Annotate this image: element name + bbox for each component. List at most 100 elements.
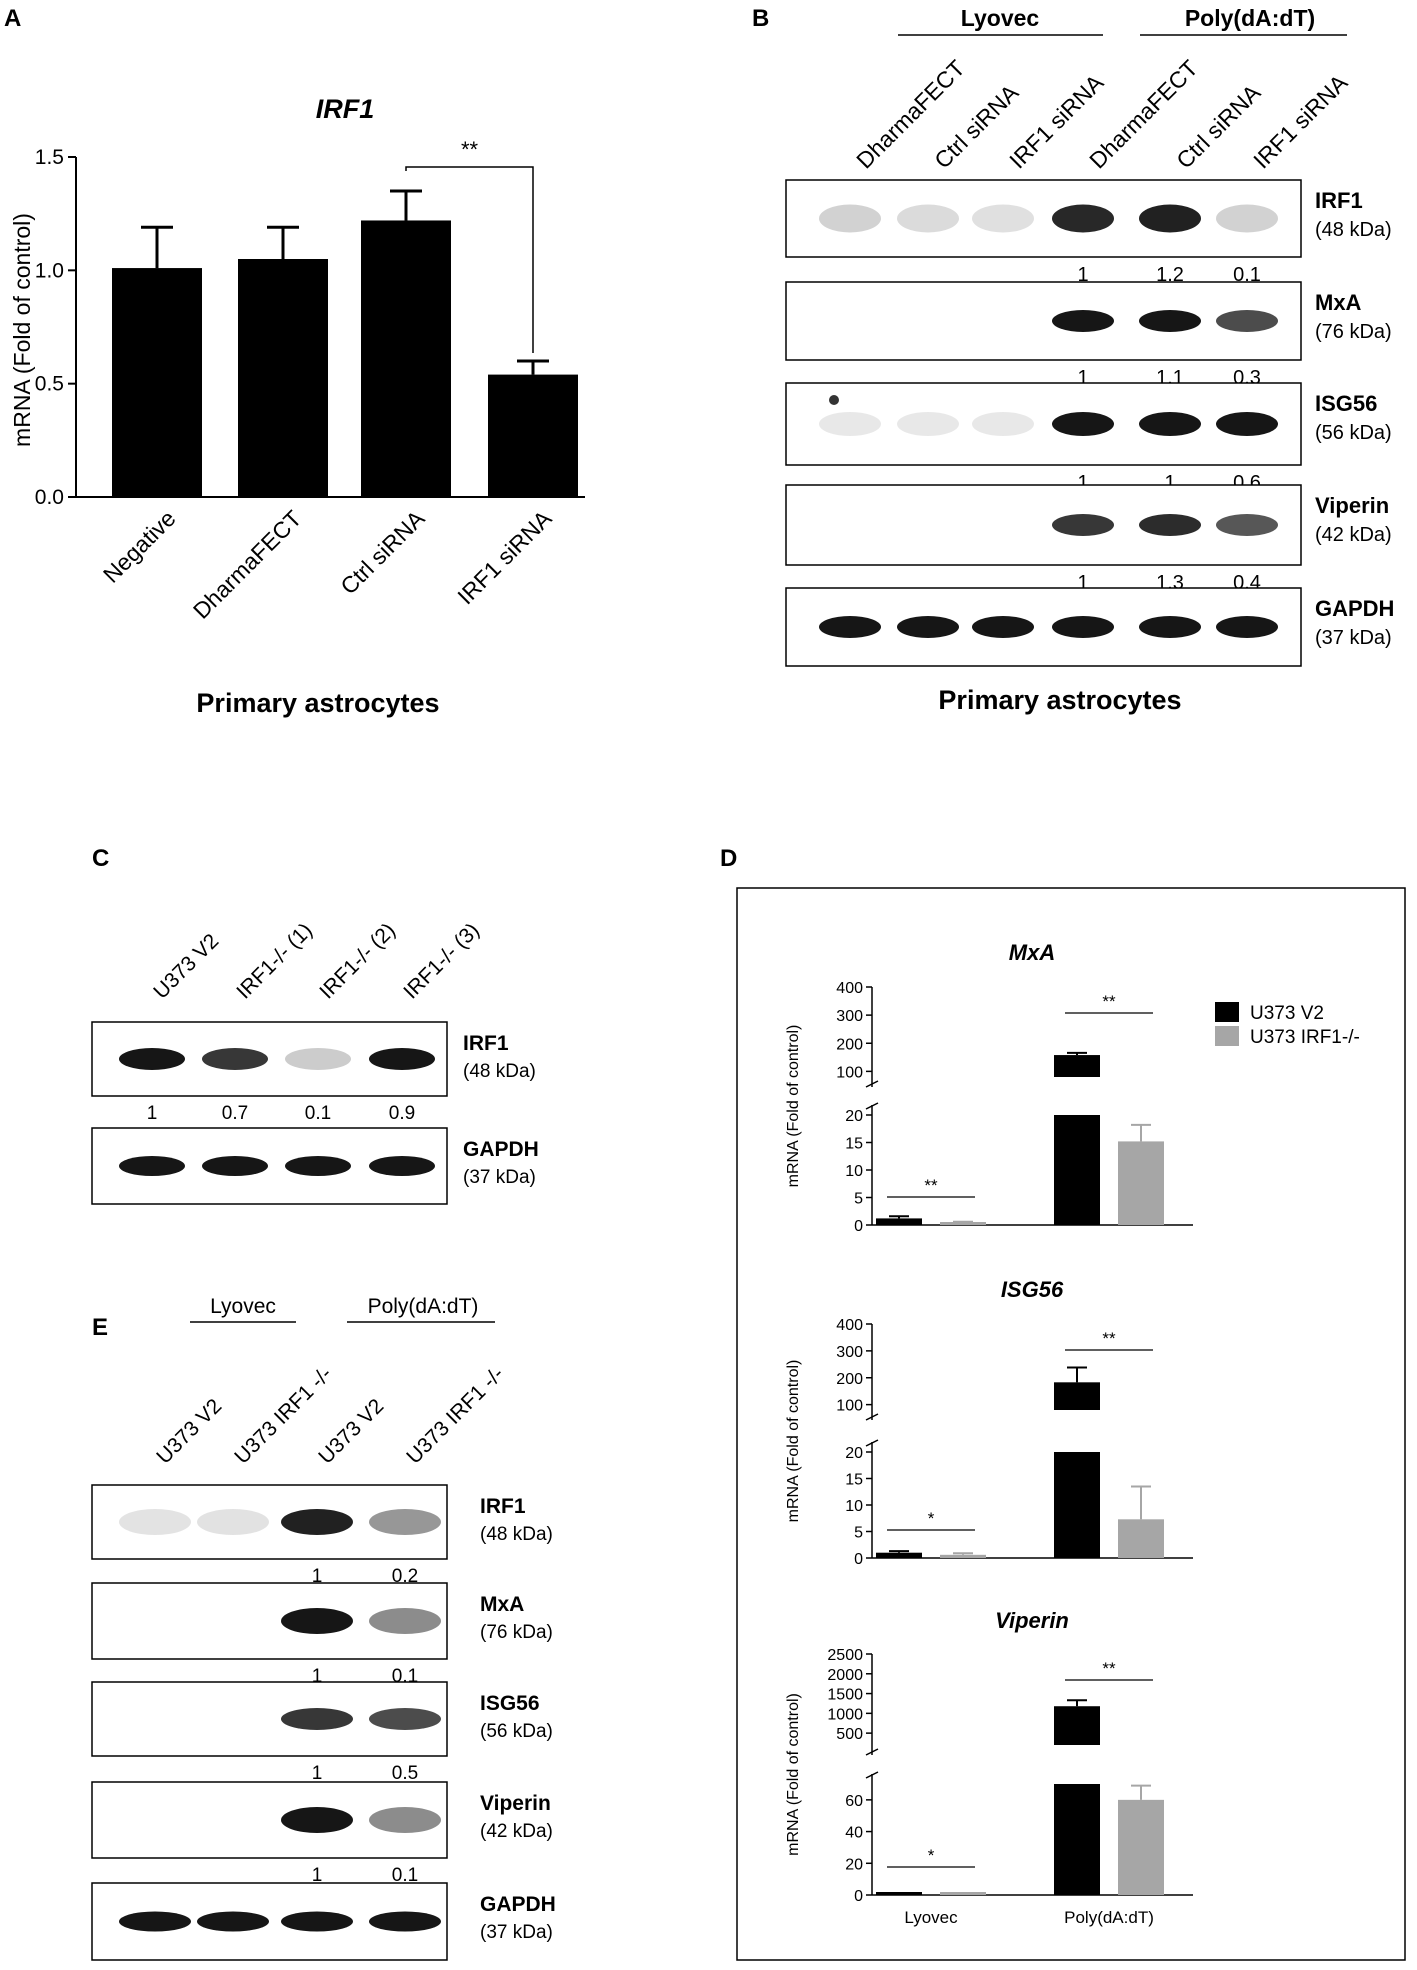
panel-d-significance-label: **	[1102, 1329, 1116, 1348]
blot-quant-value: 1	[1077, 472, 1088, 494]
panel-a-category-label: DharmaFECT	[188, 505, 307, 624]
blot-kda-label: (48 kDa)	[1315, 219, 1392, 241]
blot-band-irf1	[285, 1048, 351, 1070]
blot-band-gapdh	[285, 1156, 351, 1176]
panel-d-subplot-title: Viperin	[995, 1608, 1069, 1633]
panel-b-lane-label: IRF1 siRNA	[1248, 69, 1353, 174]
panel-a-ytick-label: 1.0	[35, 259, 64, 282]
blot-kda-label: (48 kDa)	[480, 1524, 553, 1545]
blot-kda-label: (56 kDa)	[480, 1721, 553, 1742]
blot-band-irf1	[197, 1509, 269, 1535]
blot-quant-value: 1	[312, 1865, 323, 1886]
panel-d-ytick-label: 20	[845, 1108, 863, 1125]
panel-d-bar	[1054, 1784, 1100, 1895]
panel-c-lane-label: IRF1-/- (3)	[399, 919, 484, 1004]
blot-band-gapdh	[197, 1911, 269, 1932]
blot-band-irf1	[369, 1509, 441, 1535]
blot-band-gapdh	[897, 616, 959, 638]
panel-b-caption: Primary astrocytes	[938, 685, 1181, 715]
panel-d-bar	[1054, 1115, 1100, 1225]
panel-a-ytick-label: 0.5	[35, 373, 64, 396]
panel-d-ylabel: mRNA (Fold of control)	[785, 1025, 802, 1188]
blot-band-irf1	[281, 1509, 353, 1535]
panel-d-bar	[1054, 1055, 1100, 1077]
panel-d-ytick-label: 5	[854, 1525, 863, 1542]
panel-c-lane-label: IRF1-/- (1)	[232, 919, 317, 1004]
blot-band-irf1	[369, 1048, 435, 1070]
panel-a-bar	[488, 374, 578, 497]
panel-b-group-label: Poly(dA:dT)	[1185, 5, 1315, 31]
panel-e-western-blot: Lyovec Poly(dA:dT)U373 V2 U373 IRF1 -/-U37…	[91, 1295, 556, 1961]
panel-d-bar	[1118, 1799, 1164, 1895]
blot-kda-label: (42 kDa)	[480, 1821, 553, 1842]
blot-protein-label: GAPDH	[1315, 596, 1394, 621]
blot-kda-label: (76 kDa)	[1315, 321, 1392, 343]
blot-band-isg56	[369, 1708, 441, 1730]
blot-band-gapdh	[369, 1156, 435, 1176]
blot-band-gapdh	[972, 616, 1034, 638]
blot-band-gapdh	[1216, 616, 1278, 638]
panel-d-bar	[1118, 1519, 1164, 1558]
blot-frame-mxa	[785, 281, 1302, 361]
blot-band-isg56	[1052, 412, 1114, 436]
blot-band-irf1	[119, 1509, 191, 1535]
panel-d-ytick-label: 200	[836, 1036, 863, 1053]
blot-band-irf1	[1139, 204, 1201, 233]
panel-d-axis-break-mark	[865, 1748, 879, 1756]
panel-a-bar	[112, 268, 202, 497]
blot-quant-value: 1	[1164, 472, 1175, 494]
blot-quant-value: 0.1	[305, 1103, 331, 1124]
panel-d-significance-label: *	[928, 1509, 935, 1528]
blot-kda-label: (56 kDa)	[1315, 422, 1392, 444]
panel-d-axis-break-mark	[865, 1439, 879, 1447]
blot-protein-label: GAPDH	[480, 1893, 556, 1916]
blot-protein-label: GAPDH	[463, 1138, 539, 1161]
panel-a-category-label: IRF1 siRNA	[452, 505, 557, 610]
panel-a-letter: A	[4, 5, 21, 32]
panel-a-title: IRF1	[316, 94, 375, 124]
blot-protein-label: Viperin	[480, 1792, 551, 1815]
blot-protein-label: MxA	[1315, 290, 1362, 315]
blot-quant-value: 1	[1077, 367, 1088, 389]
panel-e-group-label: Poly(dA:dT)	[368, 1295, 479, 1318]
blot-band-irf1	[972, 204, 1034, 233]
panel-c-letter: C	[92, 845, 109, 872]
panel-d-ytick-label: 200	[836, 1371, 863, 1388]
blot-protein-label: MxA	[480, 1593, 524, 1616]
panel-d-significance-label: **	[1102, 992, 1116, 1011]
panel-a-bar	[238, 259, 328, 497]
panel-d-ytick-label: 10	[845, 1163, 863, 1180]
panel-d-bar	[1054, 1452, 1100, 1558]
blot-band-viperin	[1139, 514, 1201, 536]
panel-e-letter: E	[92, 1314, 108, 1341]
blot-band-isg56	[897, 412, 959, 436]
panel-a-category-label: Ctrl siRNA	[335, 505, 430, 600]
blot-band-mxa	[369, 1608, 441, 1634]
panel-a-category-label: Negative	[98, 505, 181, 588]
panel-d-ytick-label: 0	[854, 1551, 863, 1568]
blot-kda-label: (42 kDa)	[1315, 524, 1392, 546]
panel-a-significance-bracket	[405, 166, 534, 353]
blot-protein-label: Viperin	[1315, 493, 1389, 518]
blot-kda-label: (37 kDa)	[480, 1922, 553, 1943]
panel-d-ylabel: mRNA (Fold of control)	[785, 1693, 802, 1856]
blot-band-gapdh	[281, 1911, 353, 1932]
panel-d-ytick-label: 0	[854, 1218, 863, 1235]
blot-band-gapdh	[119, 1156, 185, 1176]
legend-swatch-ko	[1215, 1026, 1239, 1046]
panel-d-axis-break-mark	[865, 1080, 879, 1088]
legend-swatch-v2	[1215, 1002, 1239, 1022]
panel-d-axis-break-mark	[865, 1413, 879, 1421]
blot-band-irf1	[819, 204, 881, 233]
panel-d-legend: U373 V2 U373 IRF1-/-	[1215, 1002, 1360, 1048]
blot-band-gapdh	[819, 616, 881, 638]
blot-protein-label: IRF1	[463, 1032, 509, 1055]
panel-d-ytick-label: 15	[845, 1136, 863, 1153]
panel-a-caption: Primary astrocytes	[196, 688, 439, 718]
blot-quant-value: 1	[1077, 264, 1088, 286]
blot-quant-value: 1	[312, 1763, 323, 1784]
panel-d-subplot-title: MxA	[1009, 940, 1055, 965]
panel-e-lane-label: U373 V2	[152, 1394, 226, 1468]
panel-d-bar	[876, 1218, 922, 1225]
panel-a-bar-chart: IRF1 mRNA (Fold of control) Primary astr…	[9, 94, 585, 718]
